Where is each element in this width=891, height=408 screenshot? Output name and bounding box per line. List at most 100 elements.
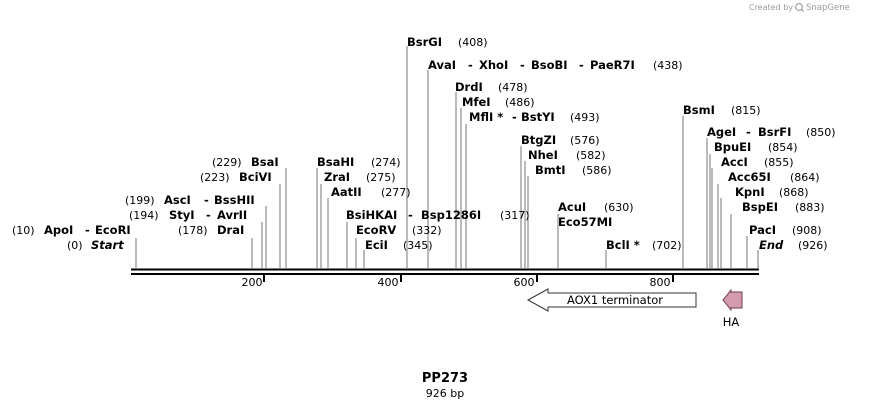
site-separator: - (206, 208, 211, 222)
site-name[interactable]: AvrII (217, 208, 247, 222)
site-pos: (630) (604, 201, 634, 214)
site-pos: (229) (212, 156, 242, 169)
site-name[interactable]: Bsp1286I (421, 208, 481, 222)
site-name[interactable]: AgeI (707, 125, 736, 139)
snapgene-logo-icon (795, 3, 805, 13)
site-name[interactable]: BsmI (683, 103, 715, 117)
site-pos: (0) (67, 239, 83, 252)
site-pos: (815) (731, 104, 761, 117)
site-name[interactable]: XhoI (479, 58, 508, 72)
scale-ticks: 200 400 600 800 (242, 275, 674, 289)
site-name[interactable]: AccI (721, 155, 748, 169)
feature-label-ha: HA (723, 315, 740, 329)
site-name[interactable]: BsrFI (758, 125, 791, 139)
site-name[interactable]: BsiHKAI (346, 208, 397, 222)
site-name[interactable]: BsrGI (407, 35, 442, 49)
site-name[interactable]: BssHII (214, 193, 255, 207)
site-connector-lines (135, 46, 759, 268)
site-pos: (274) (371, 156, 401, 169)
site-pos: (702) (652, 239, 682, 252)
site-pos: (345) (403, 239, 433, 252)
site-name[interactable]: EcoRI (95, 223, 131, 237)
site-pos: (586) (582, 164, 612, 177)
site-name[interactable]: AscI (164, 193, 191, 207)
site-pos: (178) (178, 224, 208, 237)
site-separator: - (512, 110, 517, 124)
site-pos: (582) (576, 149, 606, 162)
map-title: PP273 (422, 371, 468, 386)
map-length: 926 bp (426, 387, 464, 400)
tick-label-600: 600 (514, 276, 535, 289)
tick-label-800: 800 (650, 276, 671, 289)
site-name[interactable]: BstYI (521, 110, 555, 124)
site-separator: - (746, 125, 751, 139)
feature-aox1-terminator[interactable]: AOX1 terminator (526, 288, 697, 312)
tick-label-200: 200 (242, 276, 263, 289)
site-name[interactable]: Eco57MI (558, 215, 612, 229)
site-pos: (854) (768, 141, 798, 154)
feature-ha[interactable]: HA (722, 288, 743, 329)
site-pos: (194) (129, 209, 159, 222)
site-name[interactable]: EcoRV (356, 223, 396, 237)
site-separator: - (579, 58, 584, 72)
site-pos: (10) (12, 224, 35, 237)
site-name[interactable]: PaeR7I (590, 58, 635, 72)
site-name[interactable]: NheI (528, 148, 558, 162)
site-name[interactable]: PacI (749, 223, 776, 237)
site-name[interactable]: DraI (217, 223, 244, 237)
site-pos: (275) (366, 171, 396, 184)
site-name[interactable]: AcuI (558, 200, 586, 214)
site-name[interactable]: EciI (365, 238, 388, 252)
site-name[interactable]: AatII (331, 185, 362, 199)
site-name[interactable]: DrdI (455, 80, 483, 94)
site-pos: (908) (792, 224, 822, 237)
site-name-end: End (759, 238, 784, 252)
site-name[interactable]: StyI (169, 208, 195, 222)
feature-arrow-aox1[interactable] (526, 288, 697, 312)
credit-prefix: Created by (749, 3, 793, 12)
site-name[interactable]: ZraI (324, 170, 350, 184)
site-pos: (223) (200, 171, 230, 184)
site-name[interactable]: KpnI (735, 185, 765, 199)
feature-arrow-ha[interactable] (722, 288, 743, 312)
site-name[interactable]: MfeI (462, 95, 491, 109)
site-pos: (883) (795, 201, 825, 214)
site-pos: (486) (505, 96, 535, 109)
site-name[interactable]: BsaHI (317, 155, 354, 169)
site-pos: (926) (798, 239, 828, 252)
site-separator: - (204, 193, 209, 207)
site-name[interactable]: BsoBI (531, 58, 568, 72)
site-name[interactable]: BciVI (239, 170, 272, 184)
site-separator: - (468, 58, 473, 72)
site-pos: (408) (458, 36, 488, 49)
site-pos: (317) (500, 209, 530, 222)
site-pos: (576) (570, 134, 600, 147)
site-name[interactable]: Acc65I (728, 170, 771, 184)
site-pos: (864) (790, 171, 820, 184)
site-pos: (277) (381, 186, 411, 199)
tick-label-400: 400 (378, 276, 399, 289)
credit-brand: SnapGene (806, 3, 850, 13)
site-pos: (855) (764, 156, 794, 169)
site-name[interactable]: BmtI (535, 163, 566, 177)
site-separator: - (520, 58, 525, 72)
site-pos: (199) (125, 194, 155, 207)
site-pos: (868) (779, 186, 809, 199)
site-name[interactable]: ApoI (44, 223, 73, 237)
site-separator: - (85, 223, 90, 237)
site-name-start: Start (91, 238, 124, 252)
site-name[interactable]: BsaI (251, 155, 279, 169)
site-pos: (438) (653, 59, 683, 72)
site-name[interactable]: BpuEI (714, 140, 751, 154)
site-name[interactable]: BtgZI (521, 133, 556, 147)
site-pos: (493) (570, 111, 600, 124)
site-name[interactable]: BclI * (606, 238, 640, 252)
site-pos: (332) (412, 224, 442, 237)
site-name[interactable]: AvaI (428, 58, 456, 72)
site-pos: (850) (806, 126, 836, 139)
dna-backbone (131, 268, 759, 275)
site-name[interactable]: BspEI (742, 200, 778, 214)
feature-label-aox1: AOX1 terminator (567, 293, 663, 307)
site-name[interactable]: MflI * (469, 110, 503, 124)
